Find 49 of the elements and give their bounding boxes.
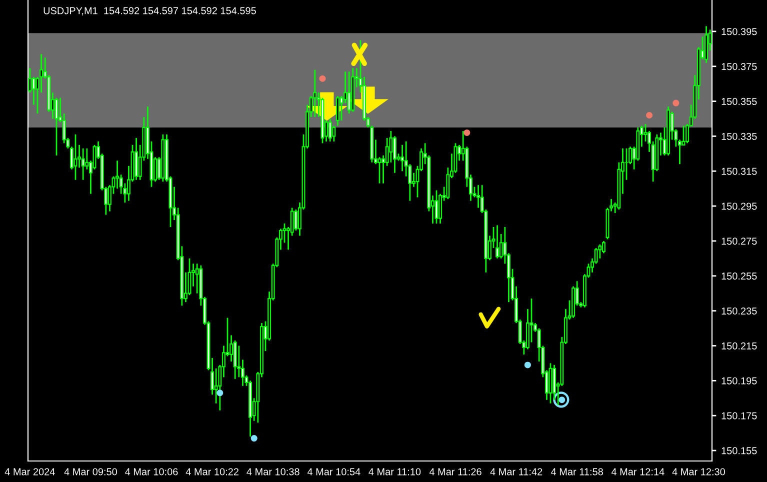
candlestick [389,130,393,164]
y-tick-label: 150.355 [722,98,757,105]
y-tick-label: 150.155 [722,447,757,454]
x-tick-label: 4 Mar 11:58 [551,468,603,476]
x-tick-label: 4 Mar 09:50 [64,468,117,476]
candlestick [378,156,382,184]
x-tick-label: 4 Mar 10:06 [125,468,178,476]
x-tick-label: 4 Mar 2024 [4,468,55,476]
point [524,362,531,368]
y-tick-label: 150.235 [722,307,757,315]
y-tick-label: 150.255 [722,272,757,280]
x-tick-label: 4 Mar 11:42 [490,468,542,476]
point [672,100,680,106]
point [319,75,326,82]
candlestick [347,70,351,114]
candlestick [336,95,340,126]
candlestick [313,69,317,118]
candlestick [74,134,78,181]
y-tick-label: 150.295 [722,202,757,210]
point [216,390,224,396]
y-tick-label: 150.215 [722,342,757,350]
x-tick-label: 4 Mar 10:54 [307,468,360,476]
candlestick [32,76,36,106]
candlestick [598,244,602,260]
candlestick [85,148,89,170]
candlestick [682,125,686,146]
y-tick-label: 150.375 [722,62,757,70]
y-tick-label: 150.195 [722,377,757,384]
x-tick-label: 4 Mar 12:14 [611,468,664,476]
y-tick-label: 150.275 [722,238,757,245]
candlestick [294,208,298,232]
candlestick [496,224,500,260]
y-tick-label: 150.175 [722,412,757,420]
candlestick [81,148,85,181]
y-tick-label: 150.395 [722,28,757,36]
x-tick-label: 4 Mar 10:38 [246,468,300,476]
candlestick [328,118,332,142]
point [250,435,258,442]
y-tick-label: 150.315 [722,168,757,175]
x-tick-label: 4 Mar 10:22 [186,468,238,476]
point [646,112,653,119]
text: USDJPY,M1 154.592 154.597 154.592 154.595 [44,7,256,16]
y-tick-label: 150.335 [722,132,757,140]
candlestick [644,123,648,142]
x-tick-label: 4 Mar 12:30 [672,468,725,476]
x-tick-label: 4 Mar 11:10 [368,468,421,476]
point [464,129,470,136]
x-tick-label: 4 Mar 11:26 [429,468,482,476]
candlestick [332,125,336,142]
